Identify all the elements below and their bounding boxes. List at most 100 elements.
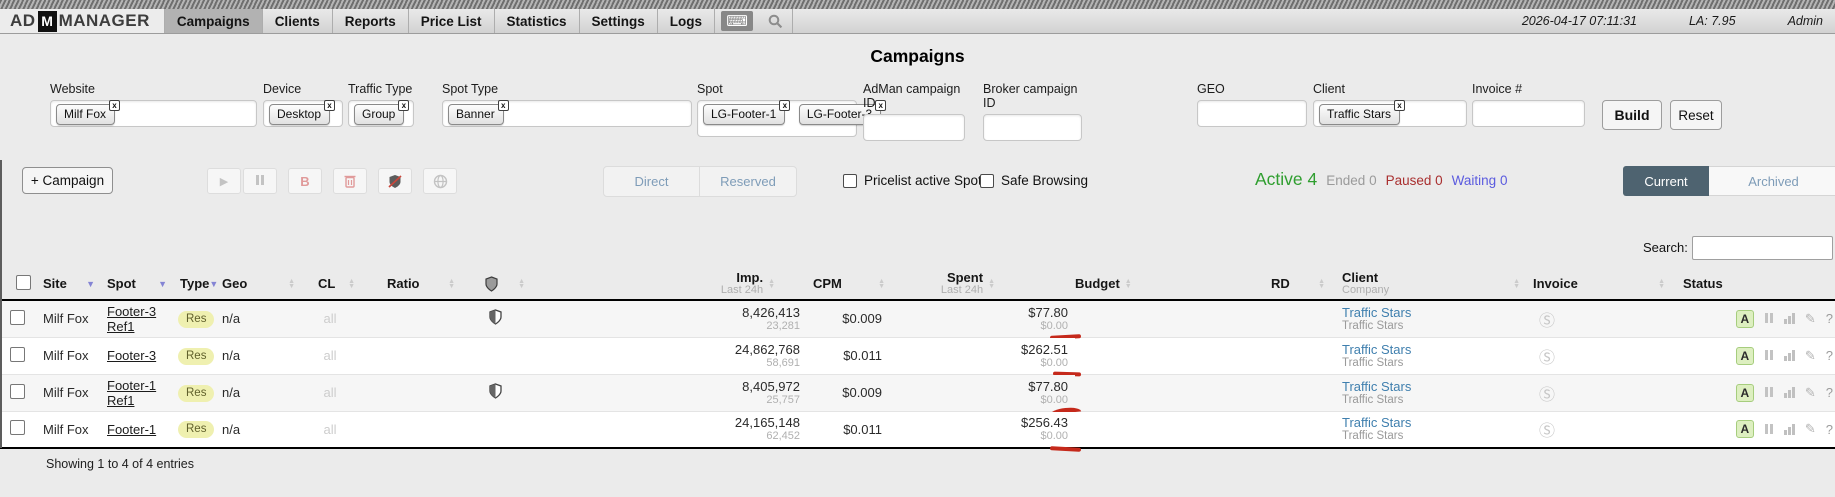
remove-tag-icon[interactable]: x bbox=[324, 100, 336, 111]
help-icon[interactable]: ? bbox=[1825, 311, 1833, 327]
device-filter-input[interactable]: Desktop x bbox=[263, 100, 343, 127]
archived-toggle-button[interactable]: Archived bbox=[1709, 166, 1835, 196]
col-header-cl[interactable]: CL ▲ ▼ bbox=[300, 268, 360, 301]
stats-chart-icon[interactable] bbox=[1783, 387, 1795, 398]
tab-settings[interactable]: Settings bbox=[578, 9, 657, 33]
row-checkbox[interactable] bbox=[10, 309, 25, 325]
reset-button[interactable]: Reset bbox=[1670, 100, 1722, 130]
spot-link[interactable]: Footer-3 bbox=[107, 348, 157, 363]
search-input[interactable] bbox=[1692, 236, 1833, 260]
pause-icon[interactable] bbox=[1764, 422, 1774, 437]
spent-cell: $77.80 $0.00 bbox=[890, 299, 1082, 340]
pause-icon[interactable] bbox=[1764, 311, 1774, 326]
col-header-budget[interactable]: Budget ▲ ▼ bbox=[1075, 268, 1255, 301]
client-cell: Traffic Stars Traffic Stars bbox=[1330, 336, 1525, 374]
edit-pencil-icon[interactable]: ✎ bbox=[1804, 310, 1816, 326]
help-icon[interactable]: ? bbox=[1825, 348, 1833, 363]
col-header-geo[interactable]: Geo ▲ ▼ bbox=[216, 268, 300, 301]
current-toggle-button[interactable]: Current bbox=[1623, 166, 1709, 196]
client-filter-input[interactable]: Traffic Stars x bbox=[1313, 100, 1467, 127]
build-button[interactable]: Build bbox=[1602, 100, 1662, 130]
delete-button[interactable] bbox=[333, 168, 367, 194]
tab-statistics[interactable]: Statistics bbox=[493, 9, 579, 33]
remove-tag-icon[interactable]: x bbox=[398, 100, 410, 111]
invoice-s-icon[interactable]: Ⓢ bbox=[1539, 423, 1556, 441]
device-tag: Desktop x bbox=[269, 100, 336, 125]
client-link[interactable]: Traffic Stars bbox=[1342, 378, 1412, 394]
client-link[interactable]: Traffic Stars bbox=[1342, 341, 1412, 357]
broker-campaign-id-input[interactable] bbox=[983, 114, 1082, 141]
row-checkbox[interactable] bbox=[10, 420, 25, 436]
edit-pencil-icon[interactable]: ✎ bbox=[1804, 347, 1816, 363]
remove-tag-icon[interactable]: x bbox=[497, 100, 509, 111]
remove-tag-icon[interactable]: x bbox=[1394, 100, 1406, 111]
search-icon[interactable] bbox=[759, 9, 794, 33]
spot-filter-label: Spot bbox=[697, 82, 723, 96]
play-button[interactable]: ▶ bbox=[207, 168, 241, 194]
edit-pencil-icon[interactable]: ✎ bbox=[1804, 421, 1816, 437]
client-link[interactable]: Traffic Stars bbox=[1342, 304, 1412, 320]
tab-logs[interactable]: Logs bbox=[656, 9, 716, 33]
reserved-button[interactable]: Reserved bbox=[720, 174, 776, 189]
invoice-filter-input[interactable] bbox=[1472, 100, 1585, 127]
direct-button[interactable]: Direct bbox=[604, 167, 700, 196]
col-header-cpm[interactable]: CPM ▲ ▼ bbox=[805, 268, 890, 301]
col-header-site[interactable]: Site ▼ bbox=[36, 268, 100, 301]
keyboard-icon[interactable]: ⌨ bbox=[721, 11, 754, 31]
page-title: Campaigns bbox=[870, 45, 965, 66]
globe-button[interactable] bbox=[423, 168, 457, 194]
remove-tag-icon[interactable]: x bbox=[875, 100, 887, 111]
spot-link[interactable]: Footer-1 bbox=[107, 421, 157, 437]
invoice-s-icon[interactable]: Ⓢ bbox=[1539, 312, 1556, 330]
select-all-checkbox[interactable] bbox=[15, 274, 31, 290]
geo-filter-input[interactable] bbox=[1197, 100, 1307, 127]
status-active-badge[interactable]: A bbox=[1735, 346, 1754, 365]
spot-link[interactable]: Footer-3 Ref1 bbox=[107, 303, 157, 334]
tab-price-list[interactable]: Price List bbox=[407, 9, 494, 33]
invoice-s-icon[interactable]: Ⓢ bbox=[1539, 349, 1556, 367]
col-header-rd[interactable]: RD ▲ ▼ bbox=[1255, 268, 1330, 301]
pause-icon[interactable] bbox=[1764, 385, 1774, 400]
edit-pencil-icon[interactable]: ✎ bbox=[1804, 384, 1816, 400]
client-link[interactable]: Traffic Stars bbox=[1342, 415, 1412, 431]
spot-filter-input[interactable]: LG-Footer-1 x LG-Footer-3 x bbox=[697, 100, 887, 137]
pause-button[interactable] bbox=[243, 168, 277, 194]
col-header-invoice[interactable]: Invoice ▲ ▼ bbox=[1525, 268, 1670, 301]
help-icon[interactable]: ? bbox=[1825, 385, 1833, 400]
adman-campaign-id-input[interactable] bbox=[863, 114, 965, 141]
safe-browsing-checkbox[interactable] bbox=[980, 173, 994, 188]
row-checkbox[interactable] bbox=[10, 383, 25, 399]
traffic-type-filter-input[interactable]: Group x bbox=[348, 100, 414, 127]
spot-link[interactable]: Footer-1 Ref1 bbox=[107, 377, 157, 408]
tab-clients[interactable]: Clients bbox=[261, 9, 332, 33]
stats-chart-icon[interactable] bbox=[1783, 313, 1795, 325]
stats-chart-icon[interactable] bbox=[1783, 423, 1795, 435]
pricelist-active-spots-checkbox[interactable] bbox=[843, 173, 857, 188]
website-filter-input[interactable]: Milf Fox x bbox=[50, 100, 257, 127]
status-active-badge[interactable]: A bbox=[1735, 309, 1754, 328]
col-header-imp[interactable]: Imp. Last 24h ▲ ▼ bbox=[530, 268, 805, 301]
pause-icon[interactable] bbox=[1764, 348, 1774, 363]
invoice-s-icon[interactable]: Ⓢ bbox=[1539, 386, 1556, 404]
col-header-ratio[interactable]: Ratio ▲ ▼ bbox=[360, 268, 460, 301]
stats-chart-icon[interactable] bbox=[1783, 350, 1795, 361]
col-header-type[interactable]: Type ▼ bbox=[172, 268, 218, 301]
remove-tag-icon[interactable]: x bbox=[109, 100, 120, 111]
sort-icon: ▲ ▼ bbox=[988, 277, 995, 290]
col-header-spent[interactable]: Spent Last 24h ▲ ▼ bbox=[890, 268, 1075, 301]
col-header-spot[interactable]: Spot ▼ bbox=[100, 268, 172, 301]
status-active-badge[interactable]: A bbox=[1735, 383, 1754, 402]
add-campaign-button[interactable]: + Campaign bbox=[22, 167, 113, 194]
col-header-client[interactable]: Client Company ▲ ▼ bbox=[1330, 268, 1525, 301]
tab-campaigns[interactable]: Campaigns bbox=[163, 9, 262, 33]
remove-tag-icon[interactable]: x bbox=[779, 100, 791, 111]
sort-icon: ▲ ▼ bbox=[288, 277, 295, 290]
row-checkbox[interactable] bbox=[10, 346, 25, 362]
col-header-shield[interactable]: ▲ ▼ bbox=[460, 268, 530, 301]
status-active-badge[interactable]: A bbox=[1735, 420, 1754, 439]
shield-off-button[interactable] bbox=[378, 168, 412, 194]
bold-button[interactable]: B bbox=[288, 168, 322, 194]
help-icon[interactable]: ? bbox=[1825, 421, 1833, 437]
spot-type-filter-input[interactable]: Banner x bbox=[442, 100, 692, 127]
tab-reports[interactable]: Reports bbox=[331, 9, 408, 33]
